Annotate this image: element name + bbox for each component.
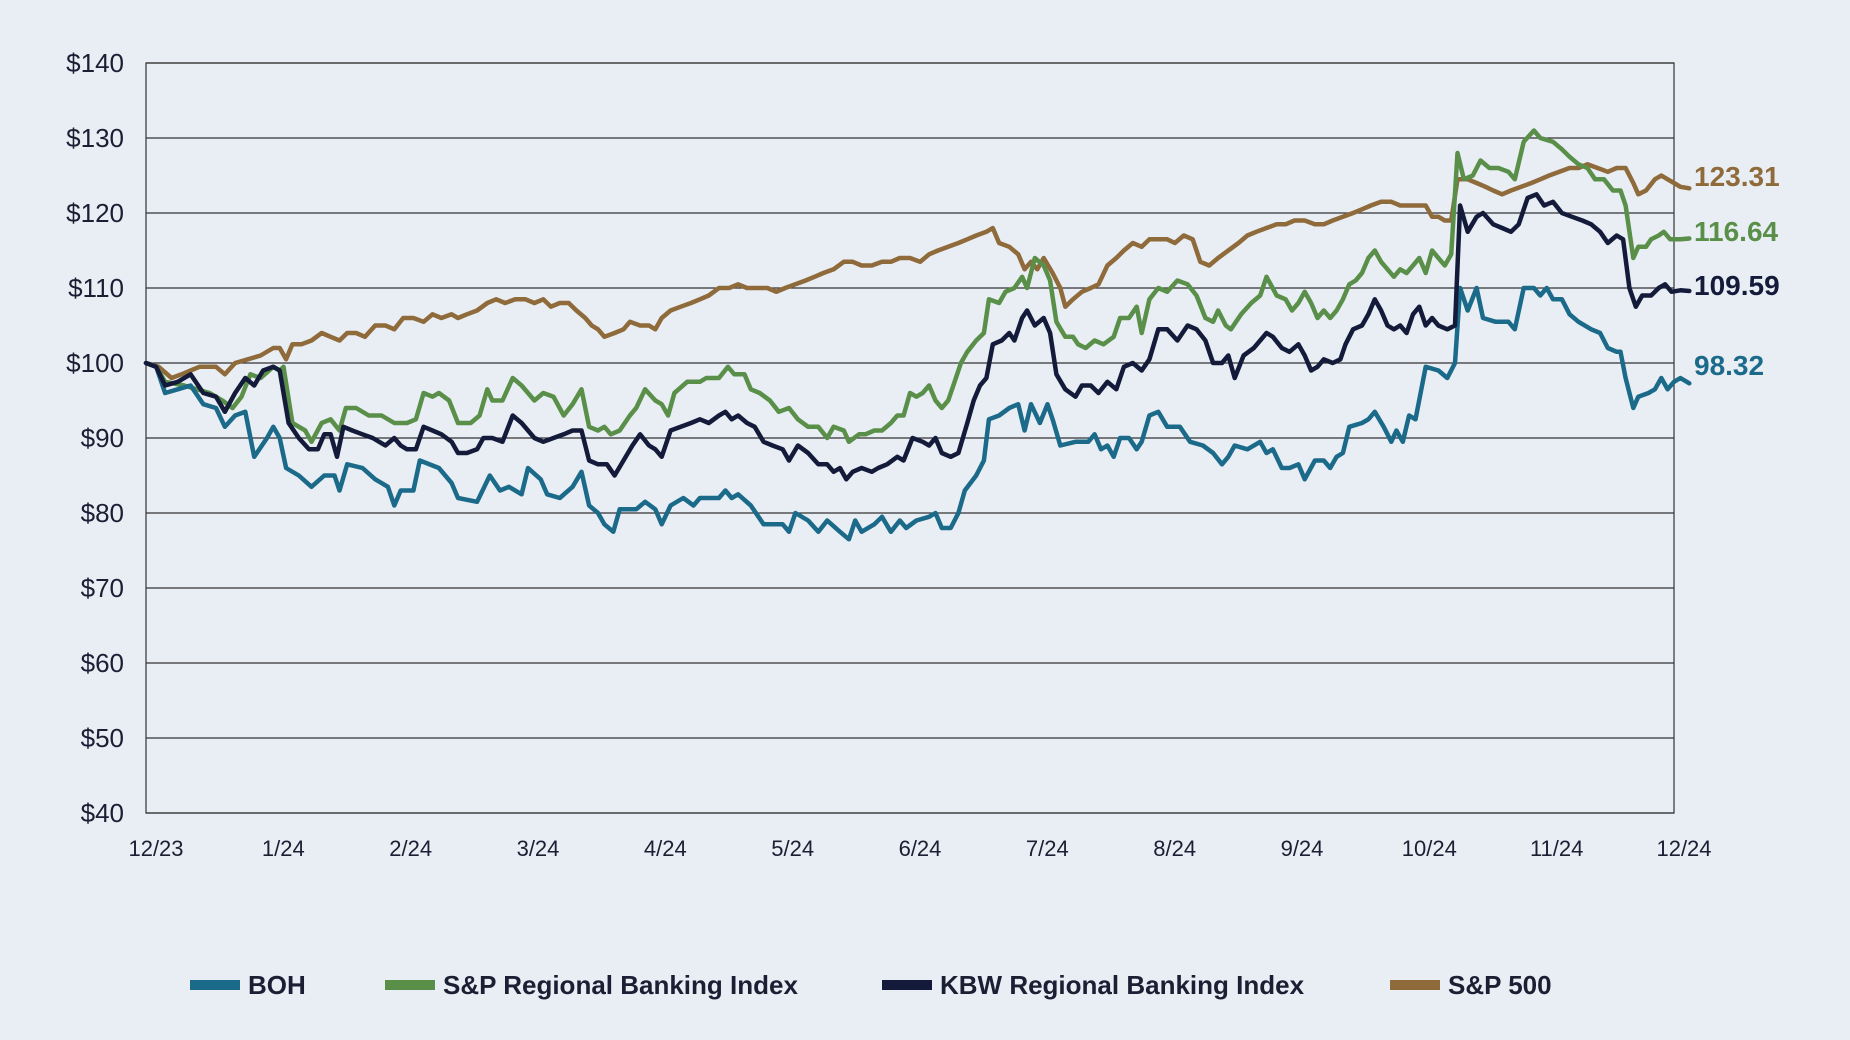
- x-tick-label: 12/23: [128, 836, 183, 861]
- x-tick-label: 7/24: [1026, 836, 1069, 861]
- y-tick-label: $100: [66, 348, 124, 378]
- end-label: 116.64: [1694, 216, 1779, 247]
- legend-label: S&P 500: [1448, 970, 1552, 1000]
- legend-label: KBW Regional Banking Index: [940, 970, 1305, 1000]
- x-tick-label: 8/24: [1153, 836, 1196, 861]
- y-tick-label: $120: [66, 198, 124, 228]
- legend-swatch: [882, 980, 932, 990]
- legend-swatch: [190, 980, 240, 990]
- x-tick-label: 3/24: [517, 836, 560, 861]
- end-label: 98.32: [1694, 350, 1764, 381]
- legend-swatch: [385, 980, 435, 990]
- x-tick-label: 6/24: [899, 836, 942, 861]
- end-label: 123.31: [1694, 161, 1780, 192]
- x-tick-label: 1/24: [262, 836, 305, 861]
- y-tick-label: $90: [81, 423, 124, 453]
- legend-label: BOH: [248, 970, 306, 1000]
- x-tick-label: 11/24: [1530, 836, 1583, 861]
- legend: BOH S&P Regional Banking Index KBW Regiona…: [190, 970, 1552, 1000]
- y-tick-label: $80: [81, 498, 124, 528]
- x-tick-label: 12/24: [1656, 836, 1711, 861]
- x-tick-label: 9/24: [1281, 836, 1324, 861]
- y-tick-label: $130: [66, 123, 124, 153]
- legend-swatch: [1390, 980, 1440, 990]
- y-tick-label: $110: [68, 273, 124, 303]
- end-label: 109.59: [1694, 270, 1780, 301]
- x-tick-label: 10/24: [1402, 836, 1457, 861]
- gridlines: [145, 62, 1675, 814]
- x-axis-ticks: 12/23 1/24 2/24 3/24 4/24 5/24 6/24 7/24 8/24 9/2…: [128, 836, 1711, 861]
- series-lines: [143, 128, 1692, 542]
- y-axis-ticks: $40 $50 $60 $70 $80 $90 $100 $110 $120 $130 $140: [66, 48, 124, 828]
- y-tick-label: $50: [81, 723, 124, 753]
- y-tick-label: $60: [81, 648, 124, 678]
- series-line-kbw-regional-banking-index: [143, 192, 1692, 482]
- y-tick-label: $40: [81, 798, 124, 828]
- x-tick-label: 2/24: [389, 836, 432, 861]
- y-tick-label: $70: [81, 573, 124, 603]
- end-labels: 98.32 116.64 109.59 123.31: [1694, 161, 1780, 381]
- x-tick-label: 5/24: [771, 836, 814, 861]
- series-line-s-p-500: [143, 162, 1692, 381]
- x-tick-label: 4/24: [644, 836, 687, 861]
- y-tick-label: $140: [66, 48, 124, 78]
- series-line-boh: [143, 285, 1692, 542]
- series-line-s-p-regional-banking-index: [143, 128, 1692, 445]
- legend-label: S&P Regional Banking Index: [443, 970, 798, 1000]
